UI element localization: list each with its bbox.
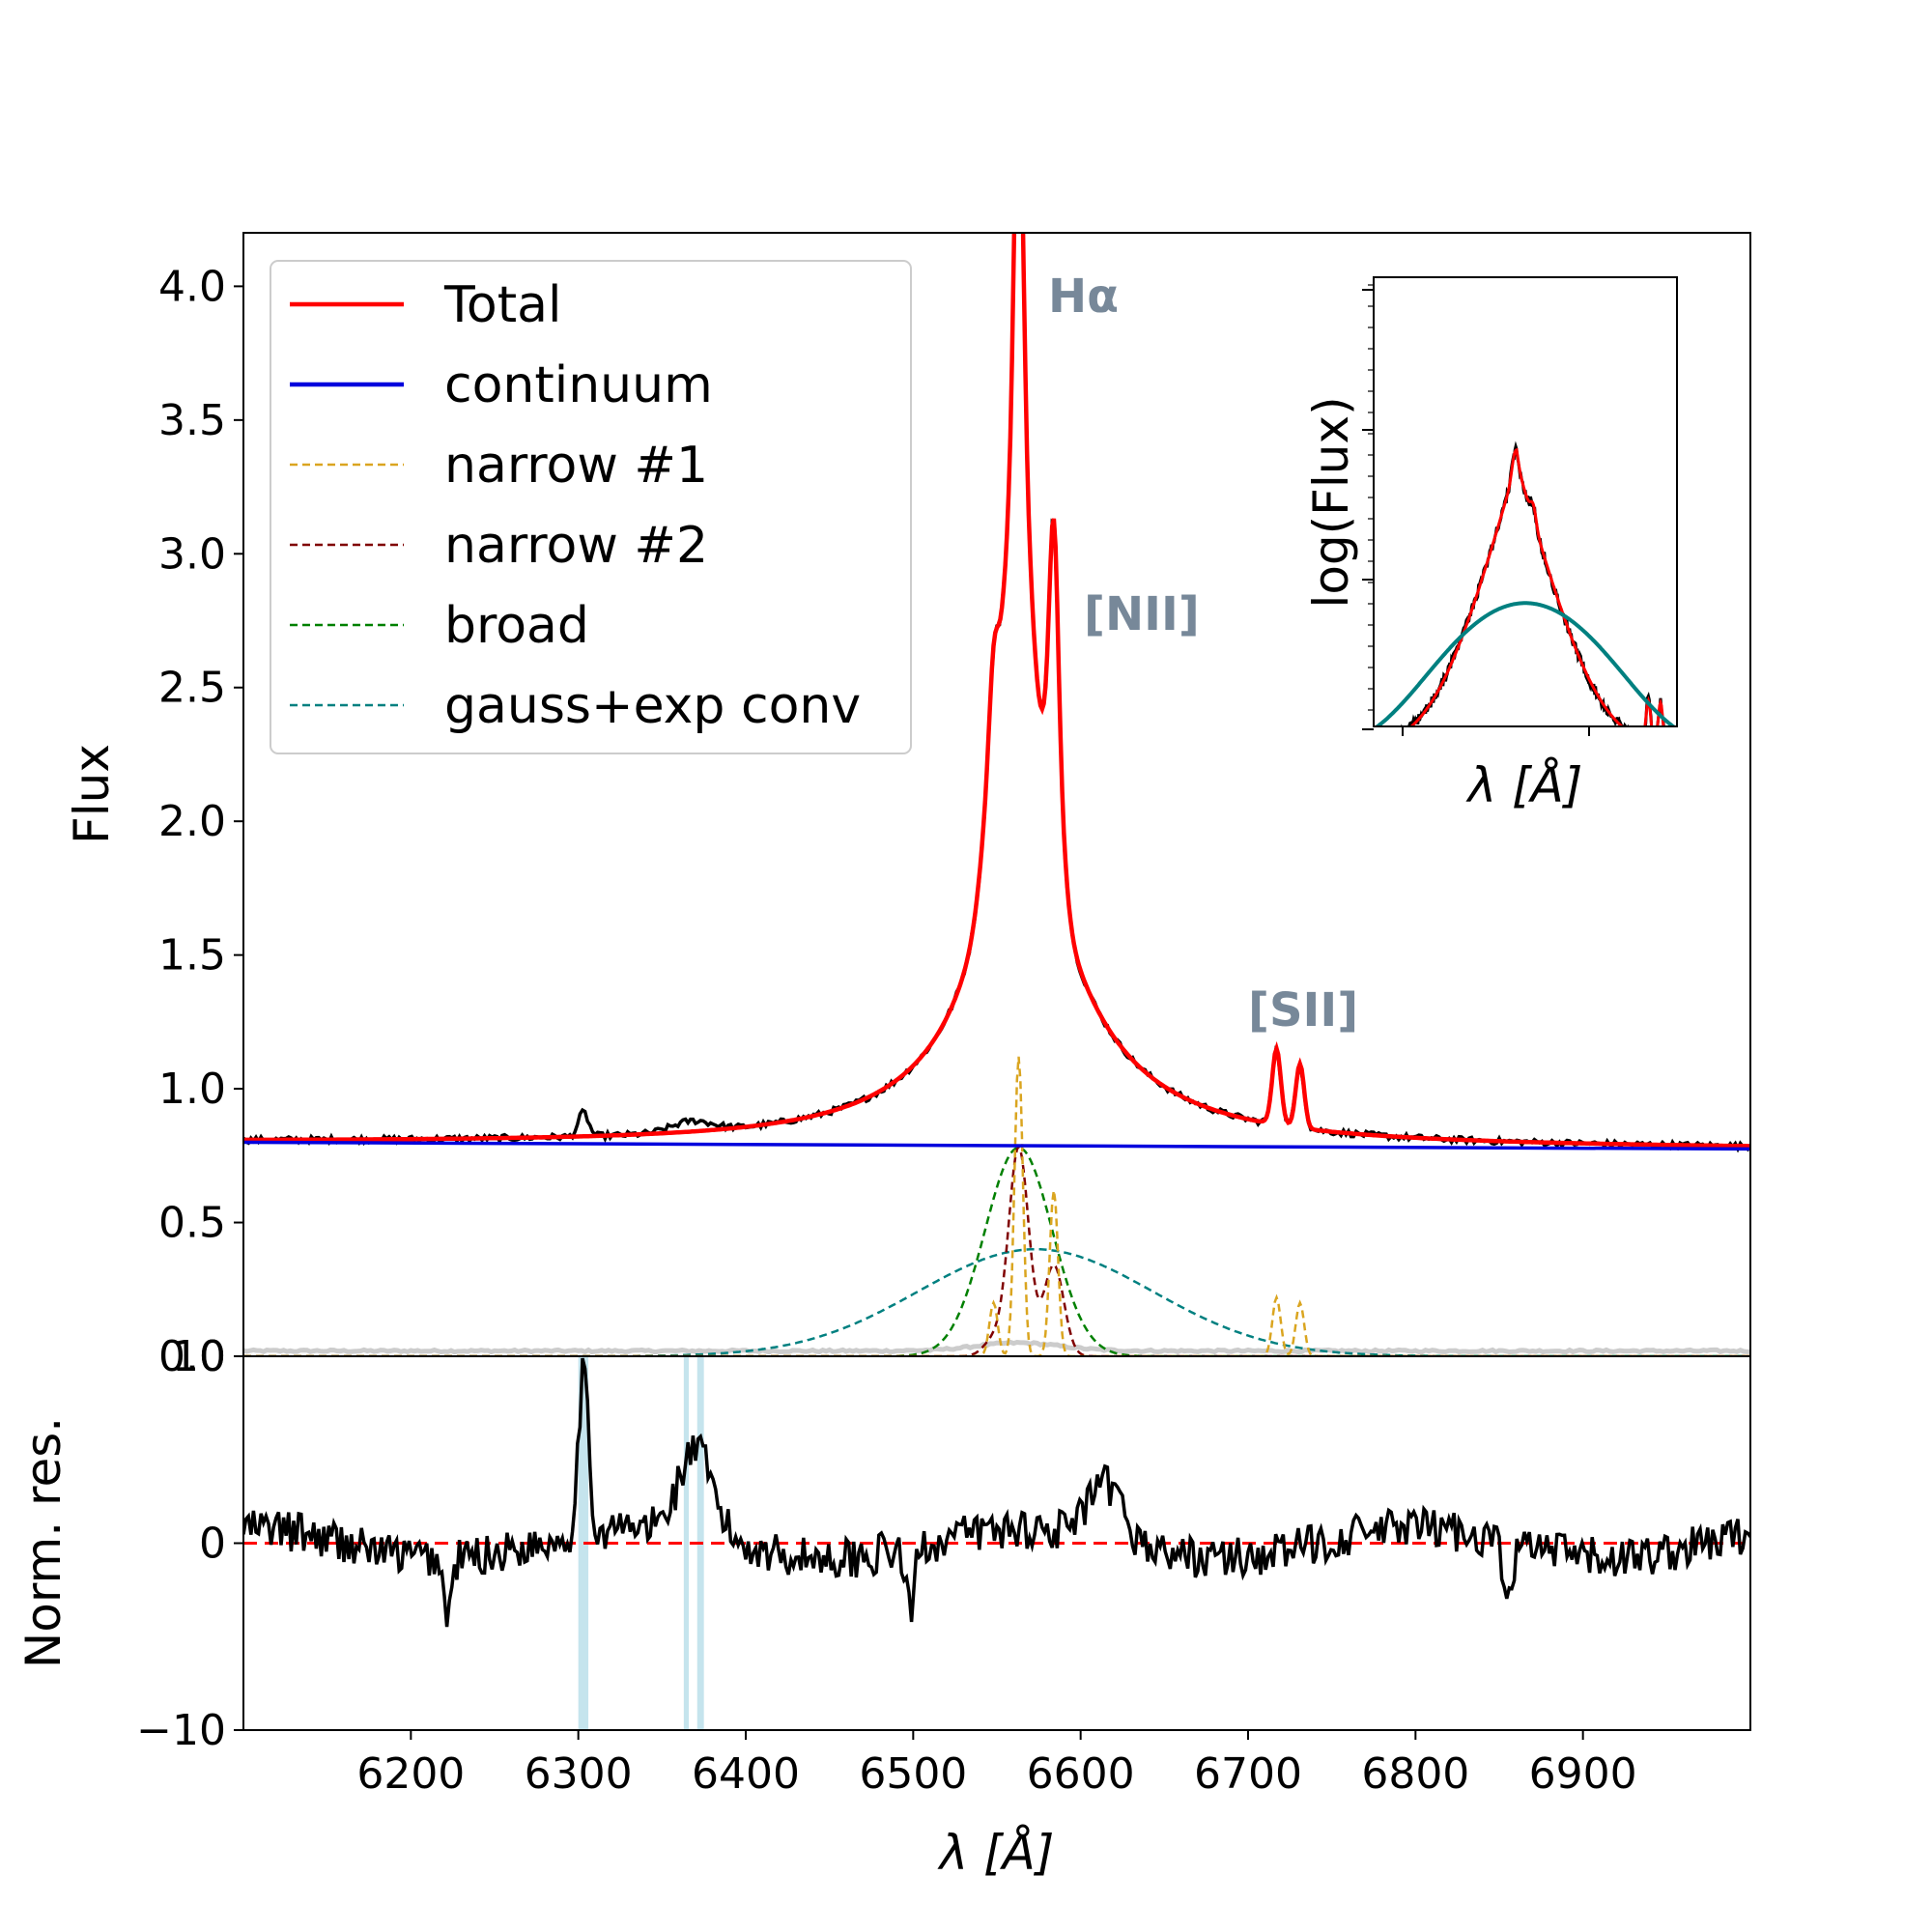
- inset-broad-line: [1374, 601, 1677, 726]
- inset-data-marks: [1374, 440, 1677, 726]
- residual-y-tick-label: 0: [199, 1520, 226, 1569]
- narrow-1-component: [243, 1056, 1750, 1356]
- annotation-sii: [SII]: [1248, 983, 1358, 1037]
- residual-x-tick-label: 6800: [1361, 1749, 1469, 1799]
- inset-x-axis-label: λ [Å]: [1465, 757, 1583, 813]
- residual-x-tick-label: 6500: [859, 1749, 967, 1799]
- main-y-ticks: 0.0 0.5 1.0 1.5 2.0 2.5 3.0 3.5 4.0: [158, 262, 243, 1381]
- inset-panel: log(Flux) λ [Å]: [1303, 276, 1678, 813]
- main-data-marks: [243, 233, 1750, 1356]
- legend-label-2: narrow #1: [444, 437, 708, 495]
- main-y-tick-label: 2.0: [158, 797, 226, 846]
- residual-data-marks: [243, 1356, 1750, 1730]
- inset-plot-background: [1374, 277, 1677, 726]
- main-y-tick-label: 3.5: [158, 396, 226, 445]
- annotation-nii: [NII]: [1084, 587, 1200, 641]
- main-y-tick-label: 3.0: [158, 529, 226, 579]
- legend-box: [270, 260, 912, 754]
- main-y-axis-label: Flux: [64, 744, 120, 844]
- inset-plot-frame: [1373, 276, 1678, 727]
- highlight-band: [578, 1356, 589, 1730]
- residual-y-tick-label: 10: [172, 1332, 226, 1381]
- annotation-h-alpha: Hα: [1048, 270, 1119, 324]
- residual-y-ticks: −10 0 10: [136, 1332, 243, 1755]
- residual-line: [243, 1357, 1750, 1628]
- inset-total-line: [1408, 447, 1665, 726]
- main-y-tick-label: 1.0: [158, 1065, 226, 1114]
- inset-y-axis-label: log(Flux): [1303, 396, 1359, 608]
- continuum-line: [243, 1140, 1750, 1151]
- main-y-tick-label: 0.0: [158, 1332, 226, 1381]
- legend: Total continuum narrow #1 narrow #2 broad gau…: [270, 260, 912, 754]
- residual-y-axis-label: Norm. res.: [15, 1417, 71, 1668]
- residual-x-ticks: 6200 6300 6400 6500 6600 6700 6800 6900: [356, 1730, 1637, 1799]
- residual-x-tick-label: 6900: [1529, 1749, 1637, 1799]
- legend-label-3: narrow #2: [444, 517, 708, 575]
- main-y-tick-label: 4.0: [158, 262, 226, 311]
- residual-x-tick-label: 6200: [356, 1749, 465, 1799]
- main-y-tick-label: 2.5: [158, 664, 226, 713]
- main-y-tick-label: 1.5: [158, 931, 226, 980]
- residual-x-tick-label: 6700: [1194, 1749, 1302, 1799]
- legend-label-0: Total: [443, 276, 561, 334]
- residual-plot-frame: [242, 1355, 1751, 1731]
- residual-y-tick-label: −10: [136, 1706, 226, 1755]
- total-fit-line: [243, 233, 1750, 1149]
- residual-x-tick-label: 6400: [692, 1749, 800, 1799]
- residual-x-axis-label: λ [Å]: [937, 1825, 1055, 1881]
- residual-x-tick-label: 6600: [1027, 1749, 1135, 1799]
- broad-component: [243, 1146, 1750, 1356]
- main-y-tick-label: 0.5: [158, 1199, 226, 1248]
- legend-label-4: broad: [444, 597, 589, 655]
- legend-label-1: continuum: [444, 356, 713, 414]
- gauss-exp-conv-component: [243, 1247, 1750, 1356]
- highlight-band: [683, 1356, 690, 1730]
- legend-label-5: gauss+exp conv: [444, 677, 861, 735]
- faint-component-line: [243, 1339, 1750, 1355]
- narrow-2-component: [243, 1144, 1750, 1356]
- residual-x-tick-label: 6300: [525, 1749, 633, 1799]
